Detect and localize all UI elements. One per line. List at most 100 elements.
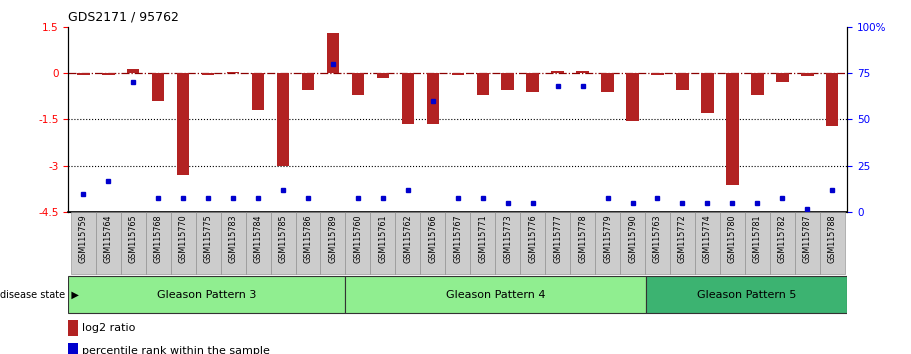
- Bar: [420, 212, 445, 274]
- Bar: [726, 73, 739, 184]
- Text: GSM115784: GSM115784: [253, 214, 262, 263]
- Bar: [577, 72, 589, 73]
- Bar: [770, 212, 794, 274]
- Text: GSM115786: GSM115786: [303, 214, 312, 263]
- Bar: [77, 73, 89, 75]
- Bar: [146, 212, 170, 274]
- Bar: [646, 276, 847, 313]
- Bar: [476, 73, 489, 95]
- Text: GSM115787: GSM115787: [803, 214, 812, 263]
- Text: GSM115790: GSM115790: [628, 214, 637, 263]
- Text: GSM115767: GSM115767: [454, 214, 462, 263]
- Bar: [626, 73, 639, 121]
- Bar: [720, 212, 745, 274]
- Text: GSM115773: GSM115773: [503, 214, 512, 263]
- Bar: [826, 73, 838, 126]
- Bar: [695, 212, 720, 274]
- Bar: [376, 73, 389, 78]
- Text: GSM115789: GSM115789: [329, 214, 337, 263]
- Bar: [395, 212, 420, 274]
- Bar: [68, 343, 78, 354]
- Bar: [344, 276, 646, 313]
- Bar: [676, 73, 689, 90]
- Text: GSM115774: GSM115774: [703, 214, 711, 263]
- Bar: [776, 73, 789, 82]
- Bar: [352, 73, 364, 95]
- Bar: [177, 73, 189, 175]
- Bar: [102, 73, 115, 75]
- Bar: [426, 73, 439, 124]
- Text: GSM115788: GSM115788: [828, 214, 836, 263]
- Bar: [246, 212, 271, 274]
- Bar: [251, 73, 264, 110]
- Bar: [321, 212, 345, 274]
- Bar: [170, 212, 196, 274]
- Bar: [295, 212, 321, 274]
- Bar: [345, 212, 371, 274]
- Text: GSM115759: GSM115759: [79, 214, 87, 263]
- Text: GSM115779: GSM115779: [603, 214, 612, 263]
- Text: Gleason Pattern 4: Gleason Pattern 4: [445, 290, 545, 300]
- Text: GSM115782: GSM115782: [778, 214, 787, 263]
- Bar: [196, 212, 220, 274]
- Bar: [651, 73, 664, 75]
- Text: GSM115783: GSM115783: [229, 214, 238, 263]
- Text: GSM115772: GSM115772: [678, 214, 687, 263]
- Text: GSM115780: GSM115780: [728, 214, 737, 263]
- Text: percentile rank within the sample: percentile rank within the sample: [82, 346, 270, 354]
- Text: GSM115766: GSM115766: [428, 214, 437, 263]
- Bar: [496, 212, 520, 274]
- Text: GSM115781: GSM115781: [752, 214, 762, 263]
- Bar: [227, 72, 240, 73]
- Bar: [220, 212, 246, 274]
- Bar: [595, 212, 620, 274]
- Bar: [202, 73, 214, 75]
- Bar: [71, 212, 96, 274]
- Text: Gleason Pattern 3: Gleason Pattern 3: [157, 290, 256, 300]
- Text: GSM115761: GSM115761: [378, 214, 387, 263]
- Bar: [751, 73, 763, 95]
- Bar: [501, 73, 514, 90]
- Bar: [152, 73, 165, 101]
- Bar: [445, 212, 470, 274]
- Bar: [121, 212, 146, 274]
- Text: GSM115768: GSM115768: [154, 214, 163, 263]
- Text: GSM115770: GSM115770: [179, 214, 188, 263]
- Bar: [745, 212, 770, 274]
- Bar: [701, 73, 713, 113]
- Bar: [820, 212, 844, 274]
- Bar: [452, 73, 464, 75]
- Text: GSM115765: GSM115765: [128, 214, 138, 263]
- Text: GSM115764: GSM115764: [104, 214, 113, 263]
- Bar: [545, 212, 570, 274]
- Text: GSM115777: GSM115777: [553, 214, 562, 263]
- Text: GDS2171 / 95762: GDS2171 / 95762: [68, 11, 179, 24]
- Text: GSM115776: GSM115776: [528, 214, 537, 263]
- Bar: [794, 212, 820, 274]
- Text: GSM115771: GSM115771: [478, 214, 487, 263]
- Text: GSM115762: GSM115762: [404, 214, 413, 263]
- Bar: [570, 212, 595, 274]
- Bar: [670, 212, 695, 274]
- Text: Gleason Pattern 5: Gleason Pattern 5: [697, 290, 796, 300]
- Bar: [402, 73, 415, 124]
- Bar: [96, 212, 121, 274]
- Bar: [68, 276, 344, 313]
- Bar: [601, 73, 614, 92]
- Bar: [527, 73, 539, 92]
- Bar: [68, 320, 78, 336]
- Text: GSM115775: GSM115775: [204, 214, 212, 263]
- Bar: [551, 70, 564, 73]
- Bar: [327, 33, 339, 73]
- Text: GSM115760: GSM115760: [353, 214, 363, 263]
- Text: disease state  ▶: disease state ▶: [0, 290, 79, 300]
- Bar: [371, 212, 395, 274]
- Bar: [620, 212, 645, 274]
- Text: GSM115763: GSM115763: [653, 214, 662, 263]
- Bar: [271, 212, 295, 274]
- Text: GSM115785: GSM115785: [279, 214, 288, 263]
- Bar: [520, 212, 545, 274]
- Bar: [801, 73, 814, 76]
- Text: GSM115778: GSM115778: [578, 214, 587, 263]
- Bar: [470, 212, 496, 274]
